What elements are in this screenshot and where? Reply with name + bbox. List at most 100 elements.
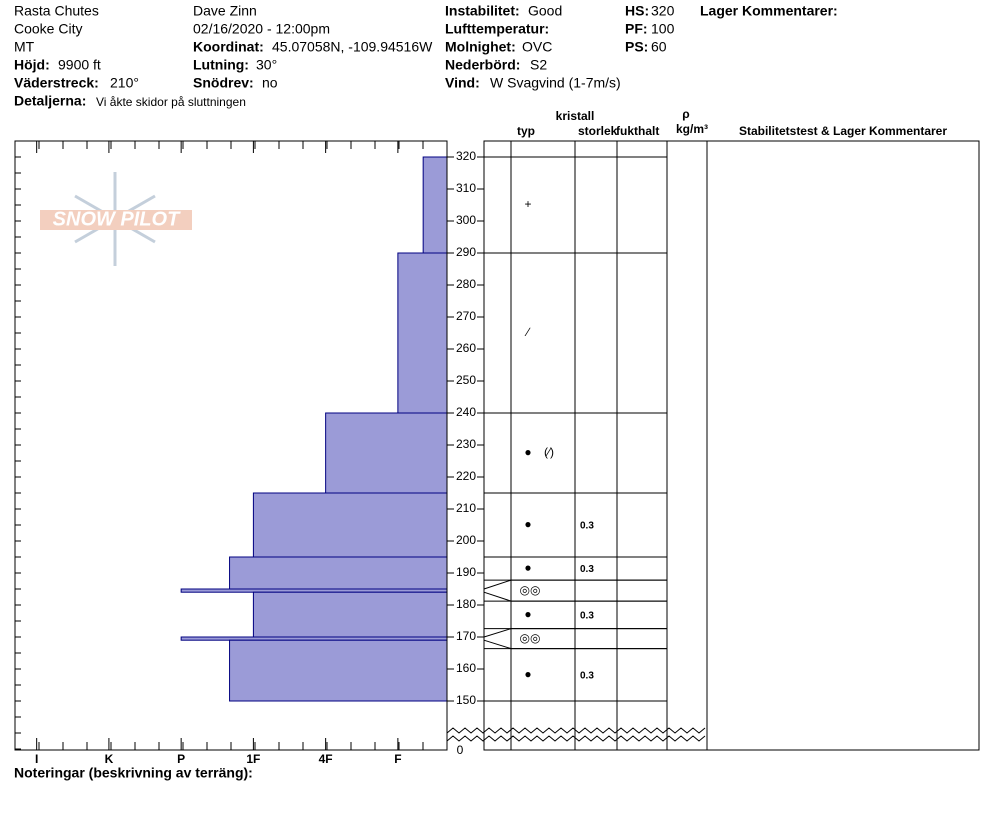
hardness-bar — [397, 252, 448, 414]
y-tick-label: 270 — [456, 309, 476, 323]
y-tick-label: 220 — [456, 469, 476, 483]
grain-type: ● — [524, 445, 531, 459]
label: Nederbörd: — [445, 57, 520, 73]
column-headers: kristall typ storlek fukthalt ρ kg/m³ St… — [517, 107, 947, 138]
value: 320 — [651, 3, 675, 19]
grain-size: 0.3 — [580, 670, 594, 681]
col-header: Stabilitetstest & Lager Kommentarer — [739, 124, 947, 138]
value: 60 — [651, 39, 667, 55]
hardness-bar — [229, 556, 448, 590]
grain-type: ◎◎ — [520, 583, 541, 597]
x-tick-label: F — [394, 752, 401, 766]
connector — [483, 579, 512, 590]
col-header: fukthalt — [616, 124, 659, 138]
y-tick-label: 190 — [456, 565, 476, 579]
y-tick-label: 320 — [456, 149, 476, 163]
grain-type: ● — [524, 667, 531, 681]
y-tick-label: 200 — [456, 533, 476, 547]
x-tick-label: 1F — [246, 752, 260, 766]
label: Detaljerna: — [14, 93, 86, 109]
hardness-bar — [422, 156, 448, 254]
layer-comments-title: Lager Kommentarer: — [700, 3, 838, 19]
grain-type-secondary: (∕) — [544, 445, 554, 459]
connector — [483, 591, 512, 602]
y-tick-label: 230 — [456, 437, 476, 451]
location: Rasta Chutes — [14, 3, 99, 19]
label: Snödrev: — [193, 75, 254, 91]
value: OVC — [522, 39, 552, 55]
label: Koordinat: — [193, 39, 264, 55]
header: Rasta Chutes Cooke City MT Höjd: 9900 ft… — [14, 3, 838, 109]
label: PS: — [625, 39, 648, 55]
logo-text: SNOW PILOT — [53, 208, 181, 230]
y-tick-label: 210 — [456, 501, 476, 515]
col-header: storlek — [578, 124, 618, 138]
grain-type: ● — [524, 517, 531, 531]
hardness-bar — [252, 591, 448, 638]
connector — [483, 639, 512, 650]
y-tick-label: 240 — [456, 405, 476, 419]
value: Vi åkte skidor på sluttningen — [96, 95, 246, 109]
y-tick-label: 260 — [456, 341, 476, 355]
y-tick-label: 300 — [456, 213, 476, 227]
y-tick-label: 250 — [456, 373, 476, 387]
label: Väderstreck: — [14, 75, 99, 91]
value: Good — [528, 3, 562, 19]
x-tick-label: 4F — [319, 752, 333, 766]
value: S2 — [530, 57, 547, 73]
value: W Svagvind (1-7m/s) — [490, 75, 621, 91]
label: Instabilitet: — [445, 3, 520, 19]
x-tick-label: P — [177, 752, 185, 766]
col-header: ρ — [682, 107, 689, 121]
value: 30° — [256, 57, 277, 73]
logo-band — [40, 210, 192, 230]
label: Vind: — [445, 75, 480, 91]
value: 45.07058N, -109.94516W — [272, 39, 433, 55]
state: MT — [14, 39, 35, 55]
grain-type: ∕ — [524, 325, 531, 339]
grain-size: 0.3 — [580, 564, 594, 575]
value: 100 — [651, 21, 675, 37]
grain-size: 0.3 — [580, 521, 594, 532]
label: Lufttemperatur: — [445, 21, 549, 37]
value: 9900 ft — [58, 57, 101, 73]
hardness-bar — [229, 639, 448, 702]
y-tick-label: 170 — [456, 629, 476, 643]
grain-size: 0.3 — [580, 610, 594, 621]
grain-table — [483, 140, 980, 751]
hardness-bar — [325, 412, 448, 494]
hardness-bar — [252, 492, 448, 558]
axis-break — [446, 727, 706, 734]
y-tick-label: 180 — [456, 597, 476, 611]
value: 210° — [110, 75, 139, 91]
y-tick-label: 150 — [456, 693, 476, 707]
logo: SNOW PILOT — [40, 172, 192, 266]
label: Lutning: — [193, 57, 249, 73]
label: HS: — [625, 3, 649, 19]
connector — [483, 628, 512, 638]
grain-type: ◎◎ — [520, 631, 541, 645]
col-header: kristall — [556, 109, 595, 123]
label: PF: — [625, 21, 648, 37]
footer-notes: Noteringar (beskrivning av terräng): — [14, 765, 253, 781]
area: Cooke City — [14, 21, 82, 37]
grain-type: ● — [524, 561, 531, 575]
axis-break — [446, 735, 706, 742]
y-tick-label: 280 — [456, 277, 476, 291]
y-tick-label: 310 — [456, 181, 476, 195]
grain-type: + — [524, 197, 531, 211]
x-tick-label: I — [35, 752, 38, 766]
y-tick-label: 290 — [456, 245, 476, 259]
y-tick-label: 160 — [456, 661, 476, 675]
col-header: typ — [517, 124, 535, 138]
observer: Dave Zinn — [193, 3, 257, 19]
grain-type: ● — [524, 607, 531, 621]
col-header: kg/m³ — [676, 122, 708, 136]
x-tick-label: K — [105, 752, 114, 766]
y-tick-label: 0 — [457, 743, 464, 757]
label: Molnighet: — [445, 39, 516, 55]
value: no — [262, 75, 278, 91]
label: Höjd: — [14, 57, 50, 73]
datetime: 02/16/2020 - 12:00pm — [193, 21, 330, 37]
